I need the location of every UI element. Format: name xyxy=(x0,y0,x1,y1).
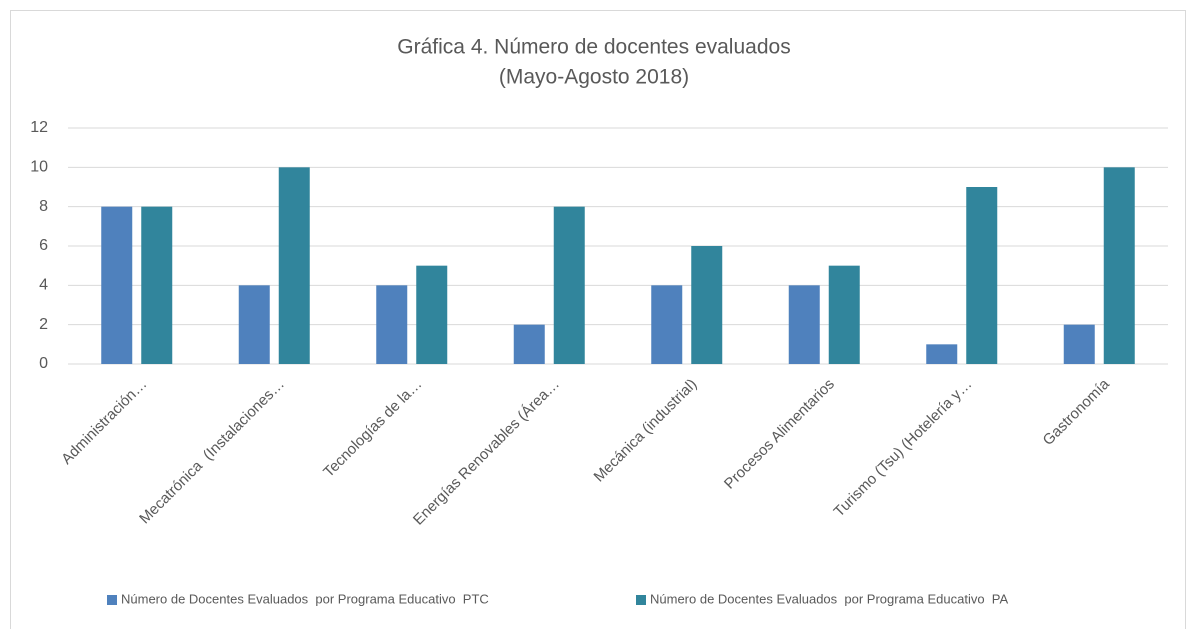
bar xyxy=(101,206,133,364)
x-tick-label: Tecnologías de la… xyxy=(320,376,425,481)
legend-label: Número de Docentes Evaluados por Program… xyxy=(121,591,489,606)
chart-subtitle: (Mayo-Agosto 2018) xyxy=(499,66,689,89)
y-tick-label: 6 xyxy=(39,237,48,254)
bar xyxy=(1103,167,1135,364)
chart-title: Gráfica 4. Número de docentes evaluados xyxy=(397,36,790,59)
x-tick-label: Gastronomía xyxy=(1040,375,1114,449)
x-tick-label: Procesos Alimentarios xyxy=(721,376,838,493)
y-tick-label: 0 xyxy=(39,355,48,372)
bar xyxy=(828,265,860,364)
x-tick-label: Administración… xyxy=(58,376,150,468)
legend-swatch xyxy=(107,595,117,605)
bar xyxy=(376,285,408,364)
legend-label: Número de Docentes Evaluados por Program… xyxy=(650,591,1008,606)
bar xyxy=(141,206,173,364)
legend-swatch xyxy=(636,595,646,605)
bar xyxy=(416,265,448,364)
bar xyxy=(553,206,585,364)
x-tick-label: Turismo (Tsu) (Hotelería y… xyxy=(831,376,976,521)
y-tick-label: 4 xyxy=(39,277,48,294)
y-tick-label: 8 xyxy=(39,198,48,215)
bar xyxy=(513,324,545,364)
y-tick-label: 10 xyxy=(30,159,48,176)
bar xyxy=(278,167,310,364)
x-tick-label: Mecánica (industrial) xyxy=(591,376,701,486)
bar xyxy=(238,285,270,364)
y-tick-label: 12 xyxy=(30,119,48,136)
bar xyxy=(691,246,723,364)
bar xyxy=(966,187,998,364)
x-tick-label: Energías Renovables (Área… xyxy=(410,376,563,529)
bar xyxy=(926,344,958,364)
bar xyxy=(651,285,683,364)
y-tick-label: 2 xyxy=(39,316,48,333)
bar xyxy=(788,285,820,364)
chart-border xyxy=(10,10,1186,629)
x-tick-label: Mecatrónica (Instalaciones… xyxy=(136,376,288,528)
bar xyxy=(1063,324,1095,364)
